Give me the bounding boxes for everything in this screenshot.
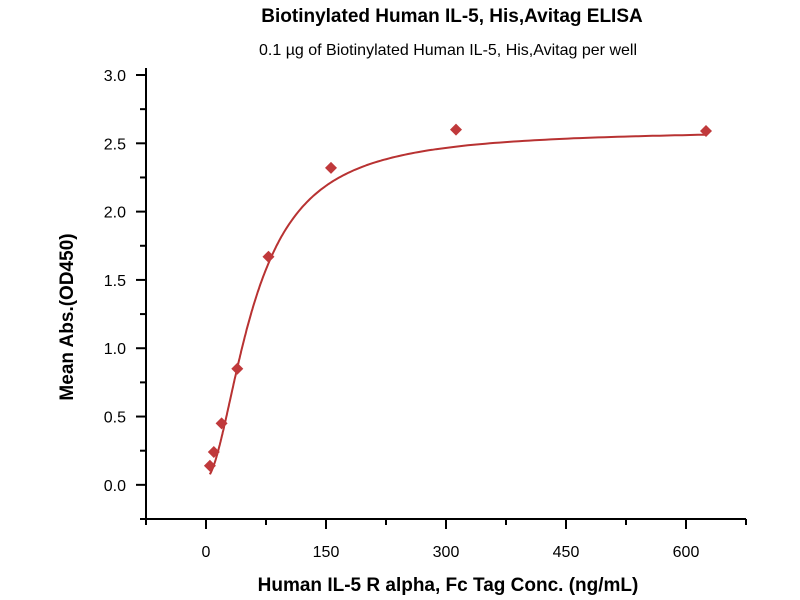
fit-curve <box>209 133 707 475</box>
y-tick-label: 1.5 <box>104 273 126 290</box>
x-axis-label: Human IL-5 R alpha, Fc Tag Conc. (ng/mL) <box>258 575 639 596</box>
y-tick-label: 2.0 <box>104 205 126 222</box>
x-tick-label: 150 <box>313 544 340 561</box>
y-tick-label: 0.5 <box>104 410 126 427</box>
chart-subtitle: 0.1 µg of Biotinylated Human IL-5, His,A… <box>259 42 637 59</box>
y-tick-label: 0.0 <box>104 478 126 495</box>
data-point <box>231 362 244 375</box>
y-tick-label: 3.0 <box>104 68 126 85</box>
data-point <box>450 123 462 136</box>
chart-title: Biotinylated Human IL-5, His,Avitag ELIS… <box>261 6 643 27</box>
y-axis-label: Mean Abs.(OD450) <box>57 233 78 400</box>
x-tick-label: 0 <box>202 544 211 561</box>
x-tick-label: 600 <box>673 544 700 561</box>
y-tick-label: 1.0 <box>104 341 126 358</box>
data-point <box>203 459 216 472</box>
y-tick-label: 2.5 <box>104 136 126 153</box>
x-tick-label: 450 <box>553 544 580 561</box>
data-point <box>325 161 337 174</box>
data-point <box>262 250 275 263</box>
data-point <box>700 125 712 138</box>
x-tick-label: 300 <box>433 544 460 561</box>
data-point <box>207 446 220 459</box>
data-point <box>215 417 228 430</box>
